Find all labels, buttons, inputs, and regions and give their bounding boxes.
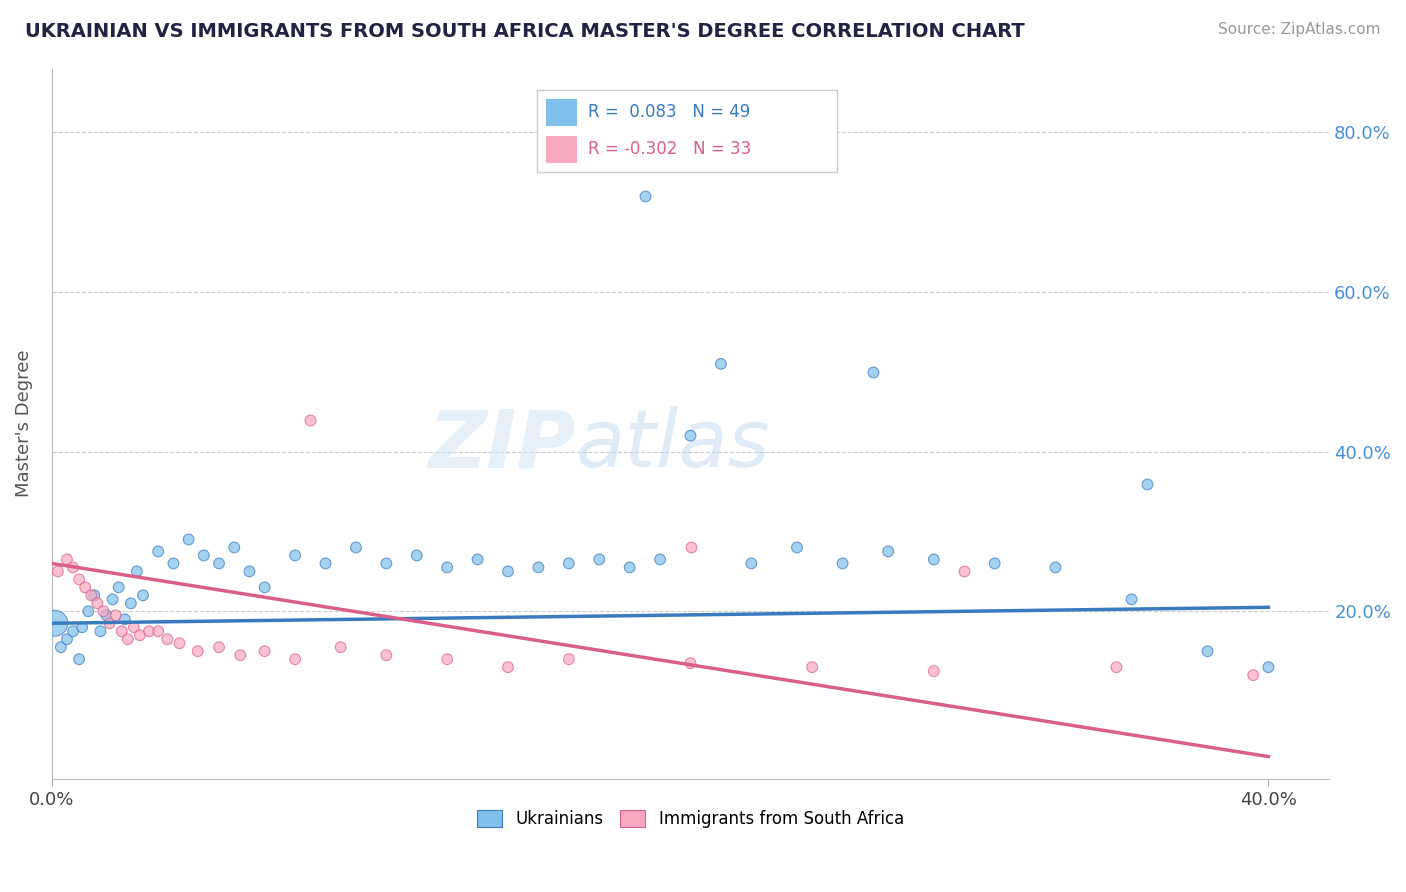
Point xyxy=(862,365,884,379)
Point xyxy=(177,533,200,547)
Point xyxy=(117,632,139,647)
Point xyxy=(93,604,115,618)
Point xyxy=(496,660,519,674)
Point xyxy=(299,413,322,427)
Point xyxy=(75,580,97,594)
Point xyxy=(467,552,489,566)
Point xyxy=(786,541,808,555)
Point xyxy=(619,560,641,574)
Y-axis label: Master's Degree: Master's Degree xyxy=(15,350,32,498)
Point xyxy=(62,624,84,639)
Point xyxy=(1136,476,1159,491)
Text: atlas: atlas xyxy=(575,406,770,484)
Point xyxy=(284,652,307,666)
Point xyxy=(208,640,231,655)
Point xyxy=(148,544,170,558)
Point xyxy=(436,560,458,574)
Point xyxy=(148,624,170,639)
Text: Source: ZipAtlas.com: Source: ZipAtlas.com xyxy=(1218,22,1381,37)
Point xyxy=(193,549,215,563)
Point xyxy=(679,541,702,555)
Point xyxy=(111,624,134,639)
Point xyxy=(496,565,519,579)
Point xyxy=(801,660,824,674)
Point xyxy=(80,588,103,602)
Point xyxy=(125,565,148,579)
Point xyxy=(983,557,1005,571)
Point xyxy=(138,624,160,639)
Point xyxy=(104,608,127,623)
Point xyxy=(315,557,337,571)
Point xyxy=(253,580,276,594)
Point xyxy=(101,592,124,607)
Legend: Ukrainians, Immigrants from South Africa: Ukrainians, Immigrants from South Africa xyxy=(471,803,911,835)
Text: UKRAINIAN VS IMMIGRANTS FROM SOUTH AFRICA MASTER'S DEGREE CORRELATION CHART: UKRAINIAN VS IMMIGRANTS FROM SOUTH AFRIC… xyxy=(25,22,1025,41)
Point xyxy=(44,616,66,631)
Point xyxy=(634,189,657,203)
Point xyxy=(129,628,152,642)
Point xyxy=(56,552,79,566)
Point xyxy=(83,588,105,602)
Point xyxy=(922,664,945,678)
Point xyxy=(588,552,610,566)
Point xyxy=(436,652,458,666)
Point xyxy=(375,648,398,663)
Point xyxy=(96,608,118,623)
Point xyxy=(70,620,93,634)
Point xyxy=(132,588,155,602)
Point xyxy=(953,565,976,579)
Point xyxy=(375,557,398,571)
Point xyxy=(169,636,191,650)
Point xyxy=(107,580,129,594)
Point xyxy=(224,541,246,555)
Point xyxy=(1241,668,1264,682)
Point xyxy=(122,620,145,634)
Point xyxy=(114,612,136,626)
Point xyxy=(527,560,550,574)
Point xyxy=(77,604,100,618)
Point xyxy=(187,644,209,658)
Point xyxy=(238,565,260,579)
Point xyxy=(405,549,427,563)
Point xyxy=(1197,644,1219,658)
Point xyxy=(284,549,307,563)
Point xyxy=(558,557,581,571)
Point xyxy=(648,552,671,566)
Point xyxy=(229,648,252,663)
Point xyxy=(98,616,121,631)
Point xyxy=(156,632,179,647)
Point xyxy=(67,573,90,587)
Point xyxy=(46,565,69,579)
Point xyxy=(89,624,111,639)
Point xyxy=(831,557,853,571)
Point xyxy=(67,652,90,666)
Point xyxy=(710,357,733,371)
Point xyxy=(329,640,352,655)
Point xyxy=(1045,560,1067,574)
Point xyxy=(120,596,142,610)
Point xyxy=(1257,660,1279,674)
Point xyxy=(162,557,184,571)
Point xyxy=(86,596,108,610)
Point xyxy=(56,632,79,647)
Point xyxy=(679,656,702,670)
Text: ZIP: ZIP xyxy=(429,406,575,484)
Point xyxy=(1105,660,1128,674)
Point xyxy=(1121,592,1143,607)
Point xyxy=(877,544,900,558)
Point xyxy=(253,644,276,658)
Point xyxy=(344,541,367,555)
Point xyxy=(558,652,581,666)
Point xyxy=(49,640,72,655)
Point xyxy=(740,557,762,571)
Point xyxy=(62,560,84,574)
Point xyxy=(208,557,231,571)
Point xyxy=(679,428,702,442)
Point xyxy=(922,552,945,566)
